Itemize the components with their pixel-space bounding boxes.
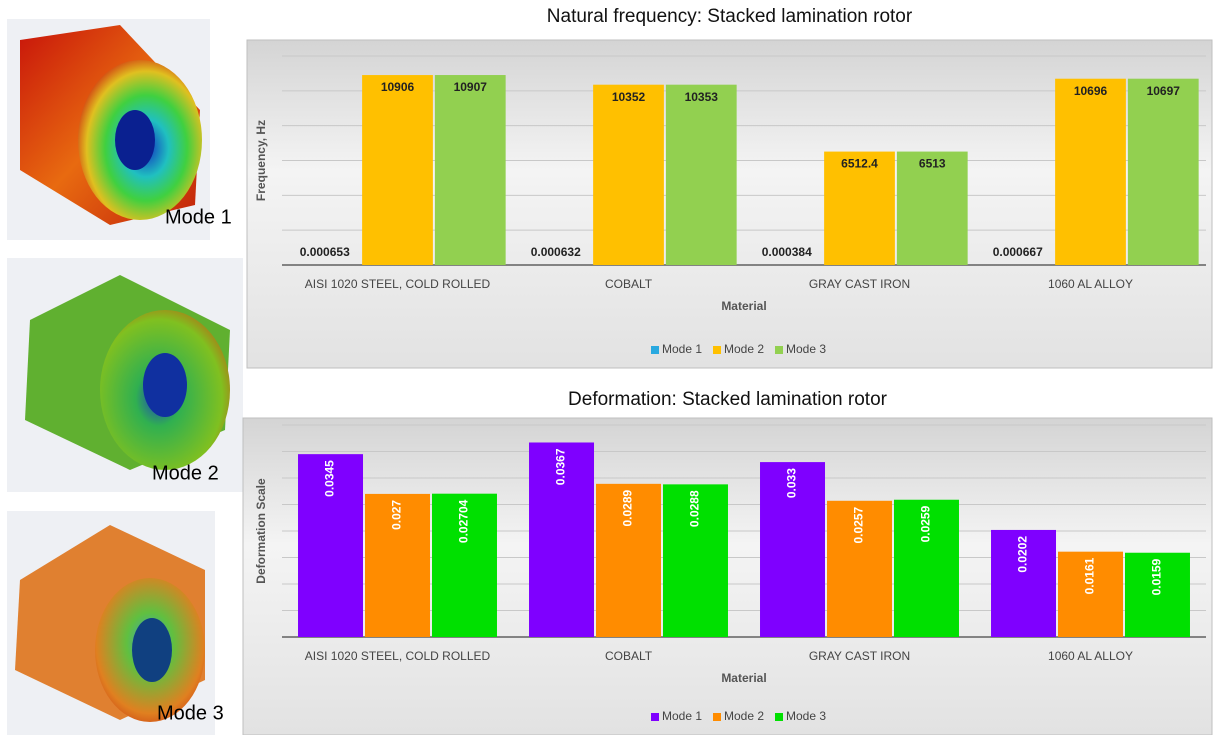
x-tick-label: COBALT	[605, 649, 653, 663]
data-label: 6513	[919, 157, 946, 171]
data-label: 0.0159	[1150, 558, 1164, 595]
data-label: 6512.4	[841, 157, 878, 171]
data-label: 10697	[1147, 84, 1181, 98]
mode-label: Mode 3	[157, 702, 224, 724]
data-label: 0.0161	[1083, 557, 1097, 594]
x-tick-label: 1060 AL ALLOY	[1048, 649, 1133, 663]
legend-swatch	[651, 346, 659, 354]
legend-label: Mode 3	[786, 342, 826, 356]
y-axis-label: Frequency, Hz	[254, 120, 268, 201]
mode-images: Mode 1 Mode 2 Mode 3	[7, 19, 243, 735]
data-label: 0.000384	[762, 245, 812, 259]
data-label: 10353	[685, 90, 719, 104]
chart-title: Natural frequency: Stacked lamination ro…	[547, 6, 913, 27]
x-tick-label: COBALT	[605, 277, 653, 291]
legend-label: Mode 2	[724, 709, 764, 723]
data-label: 10907	[454, 80, 488, 94]
chart-title: Deformation: Stacked lamination rotor	[568, 389, 888, 410]
legend-label: Mode 1	[662, 342, 702, 356]
x-tick-label: AISI 1020 STEEL, COLD ROLLED	[305, 277, 491, 291]
mode-label: Mode 2	[152, 462, 219, 484]
rotor-bore	[143, 353, 187, 417]
data-label: 0.0257	[852, 506, 866, 543]
x-axis-label: Material	[721, 299, 766, 313]
data-label: 0.0288	[688, 490, 702, 527]
bar	[593, 85, 664, 265]
mode-label: Mode 1	[165, 206, 232, 228]
data-label: 0.000632	[531, 245, 581, 259]
chart: Deformation: Stacked lamination rotor Def…	[243, 389, 1212, 735]
legend-label: Mode 2	[724, 342, 764, 356]
figure: Mode 1 Mode 2 Mode 3 Natural frequency: …	[0, 0, 1218, 735]
data-label: 0.0289	[621, 490, 635, 527]
data-label: 10696	[1074, 84, 1108, 98]
chart: Natural frequency: Stacked lamination ro…	[247, 6, 1212, 368]
x-tick-label: GRAY CAST IRON	[809, 649, 910, 663]
data-label: 0.0367	[554, 448, 568, 485]
rotor-bore	[115, 110, 155, 170]
legend-swatch	[713, 713, 721, 721]
data-label: 0.0259	[919, 505, 933, 542]
x-tick-label: 1060 AL ALLOY	[1048, 277, 1133, 291]
data-label: 0.033	[785, 468, 799, 498]
bar	[666, 85, 737, 265]
bar	[362, 75, 433, 265]
data-label: 10352	[612, 90, 646, 104]
data-label: 0.0202	[1016, 536, 1030, 573]
x-tick-label: AISI 1020 STEEL, COLD ROLLED	[305, 649, 491, 663]
data-label: 0.02704	[457, 499, 471, 543]
bar	[435, 75, 506, 265]
data-label: 0.0345	[323, 460, 337, 497]
x-tick-label: GRAY CAST IRON	[809, 277, 910, 291]
data-label: 0.000653	[300, 245, 350, 259]
legend-swatch	[651, 713, 659, 721]
data-label: 10906	[381, 80, 415, 94]
legend-label: Mode 3	[786, 709, 826, 723]
bar	[1128, 79, 1199, 265]
rotor-bore	[132, 618, 172, 682]
data-label: 0.027	[390, 500, 404, 530]
legend-swatch	[713, 346, 721, 354]
legend-label: Mode 1	[662, 709, 702, 723]
bar	[1055, 79, 1126, 265]
data-label: 0.000667	[993, 245, 1043, 259]
y-axis-label: Deformation Scale	[254, 478, 268, 584]
x-axis-label: Material	[721, 671, 766, 685]
legend-swatch	[775, 713, 783, 721]
legend-swatch	[775, 346, 783, 354]
